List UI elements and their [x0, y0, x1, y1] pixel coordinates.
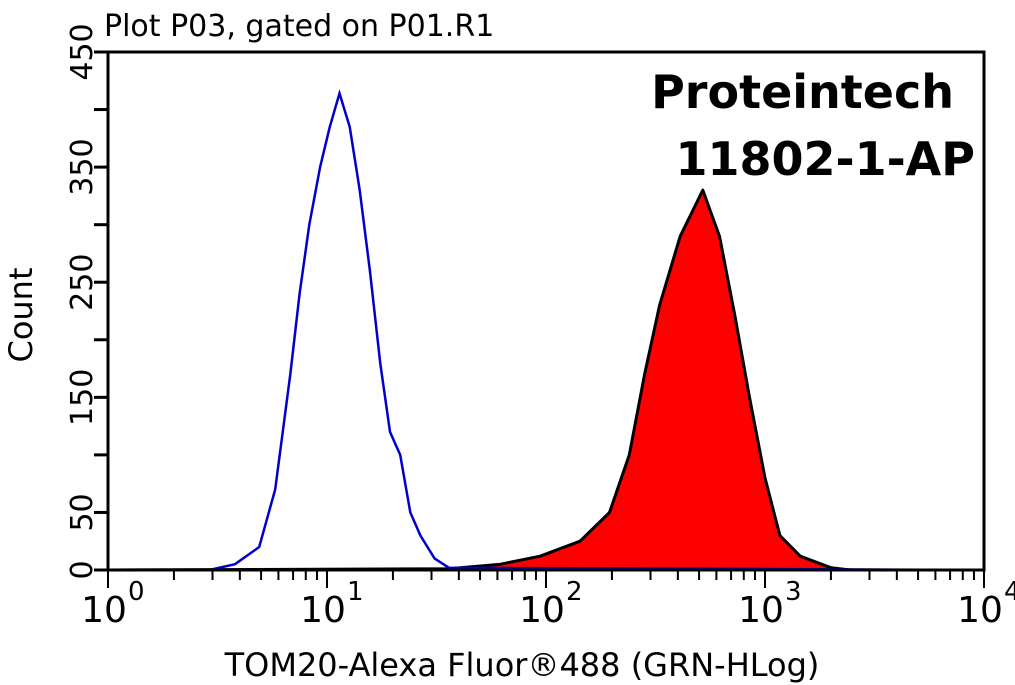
- plot-frame: [106, 50, 986, 572]
- x-tick-exponent: 2: [566, 577, 583, 607]
- y-tick-label: 450: [65, 23, 100, 80]
- x-tick-label: 10: [957, 590, 1003, 631]
- x-tick-label: 10: [81, 590, 127, 631]
- x-tick-label: 10: [300, 590, 346, 631]
- x-tick-exponent: 3: [785, 577, 802, 607]
- y-tick-label: 50: [65, 493, 100, 531]
- series-filled-histogram: [106, 188, 986, 572]
- x-tick-exponent: 4: [1004, 577, 1015, 607]
- annotation-line-2: 11802-1-AP: [675, 132, 975, 186]
- y-tick-label: 350: [65, 138, 100, 195]
- x-tick-exponent: 0: [128, 577, 145, 607]
- y-tick-label: 250: [65, 254, 100, 311]
- series-outline-histogram: [108, 89, 985, 572]
- y-tick-label: 0: [65, 560, 100, 579]
- x-axis-label: TOM20-Alexa Fluor®488 (GRN-HLog): [224, 646, 820, 684]
- y-axis-label: Count: [2, 267, 40, 362]
- x-tick-label: 10: [738, 590, 784, 631]
- y-tick-label: 150: [65, 369, 100, 426]
- annotation-line-1: Proteintech: [651, 65, 954, 119]
- x-tick-exponent: 1: [347, 577, 364, 607]
- x-tick-label: 10: [519, 590, 565, 631]
- chart-title: Plot P03, gated on P01.R1: [104, 9, 494, 44]
